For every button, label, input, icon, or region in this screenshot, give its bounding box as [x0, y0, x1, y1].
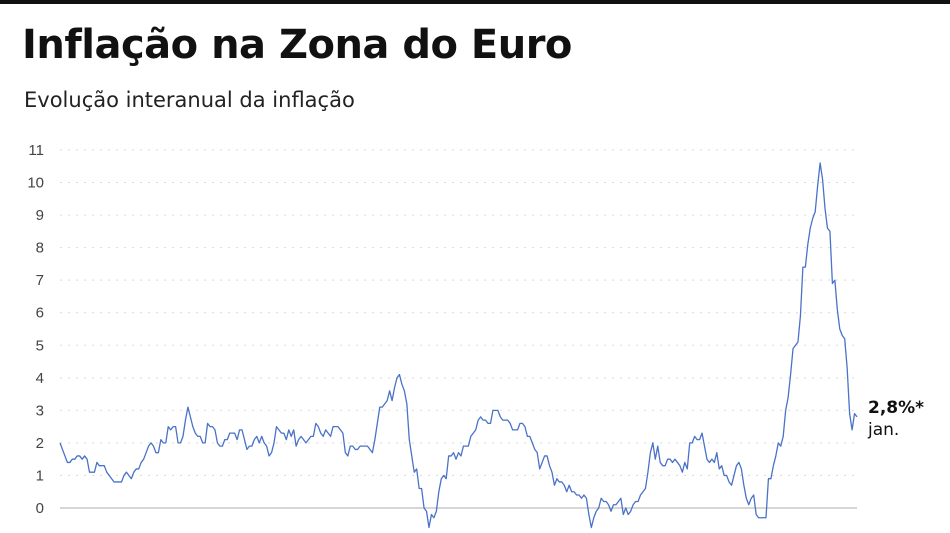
end-value-label: 2,8%* [868, 398, 925, 418]
y-tick-label: 3 [36, 402, 44, 419]
end-month-label: jan. [868, 420, 900, 440]
y-tick-label: 7 [36, 272, 44, 289]
y-tick-label: 5 [36, 337, 44, 354]
y-tick-label: 4 [36, 370, 44, 387]
y-tick-label: 1 [36, 467, 44, 484]
gridlines [60, 149, 857, 509]
inflation-series-line [59, 162, 858, 529]
top-border [0, 0, 950, 4]
y-tick-label: 8 [36, 240, 44, 257]
y-tick-label: 10 [27, 175, 44, 192]
chart-title: Inflação na Zona do Euro [22, 22, 572, 68]
y-tick-label: 6 [36, 305, 44, 322]
y-tick-label: 2 [36, 435, 44, 452]
y-tick-label: 0 [36, 500, 44, 517]
y-tick-label: 9 [36, 207, 44, 224]
y-axis-ticks: -101234567891011 [27, 142, 44, 533]
y-tick-label: 11 [28, 142, 44, 159]
chart-subtitle: Evolução interanual da inflação [24, 88, 355, 112]
